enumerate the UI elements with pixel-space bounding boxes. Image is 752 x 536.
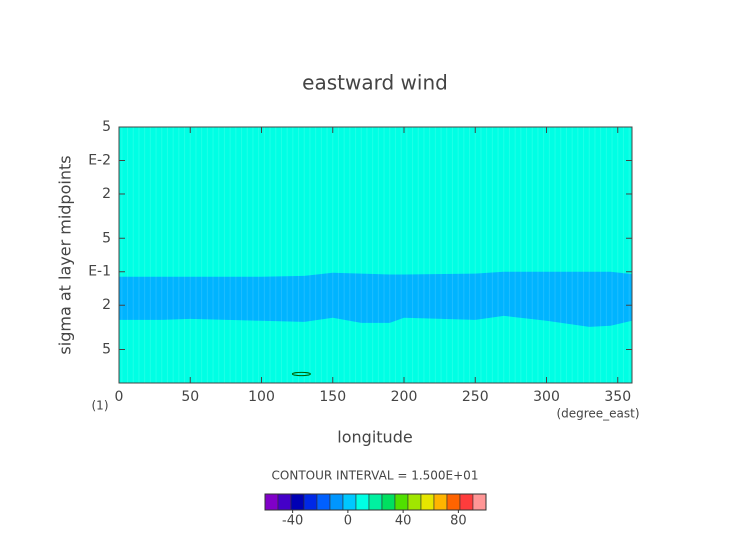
contour-interval: CONTOUR INTERVAL = 1.500E+01 [272, 469, 479, 483]
colorbar-box [381, 493, 396, 511]
x-unit: (degree_east) [556, 407, 639, 421]
y-tick-label: E-2 [88, 152, 111, 168]
y-unit: (1) [92, 399, 109, 413]
colorbar-box [264, 493, 279, 511]
colorbar-box [394, 493, 409, 511]
colorbar-box [277, 493, 292, 511]
field-background [119, 127, 632, 383]
y-tick-label: E-1 [88, 264, 111, 280]
colorbar-box [316, 493, 331, 511]
colorbar-box [355, 493, 370, 511]
y-tick-label: 2 [102, 186, 111, 202]
x-tick-label: 100 [248, 389, 275, 405]
colorbar-box [459, 493, 474, 511]
colorbar-box [342, 493, 357, 511]
x-tick-label: 300 [533, 389, 560, 405]
x-tick-label: 350 [604, 389, 631, 405]
colorbar-box [303, 493, 318, 511]
y-tick-label: 5 [102, 230, 111, 246]
colorbar-box [368, 493, 383, 511]
colorbar-box [329, 493, 344, 511]
x-tick-label: 150 [319, 389, 346, 405]
x-tick-label: 50 [181, 389, 199, 405]
colorbar-frame [264, 493, 487, 511]
x-axis-label: longitude [337, 428, 412, 447]
y-tick-label: 5 [102, 119, 111, 135]
x-tick-label: 250 [462, 389, 489, 405]
colorbar-box [472, 493, 487, 511]
closed-contour [291, 371, 311, 377]
colorbar-tick-label: 80 [450, 514, 467, 529]
colorbar-box [433, 493, 448, 511]
y-tick-label: 5 [102, 342, 111, 358]
y-axis-label: sigma at layer midpoints [56, 155, 75, 354]
colorbar-box [446, 493, 461, 511]
x-tick-label: 200 [391, 389, 418, 405]
chart-title: eastward wind [302, 71, 448, 95]
colorbar-tick-label: 40 [395, 514, 412, 529]
colorbar-box [290, 493, 305, 511]
colorbar-box [407, 493, 422, 511]
colorbar-tick-label: 0 [344, 514, 352, 529]
y-tick-label: 2 [102, 297, 111, 313]
colorbar-tick-label: -40 [282, 514, 303, 529]
contour-band [119, 271, 632, 327]
x-tick-label: 0 [115, 389, 124, 405]
colorbar-box [420, 493, 435, 511]
plot-frame [118, 126, 633, 384]
